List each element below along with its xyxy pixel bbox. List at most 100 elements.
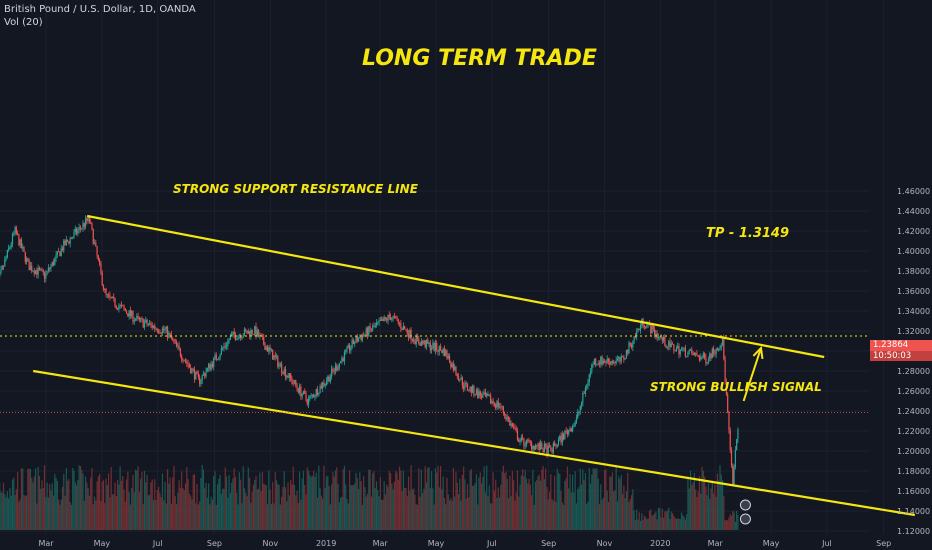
volume-bar xyxy=(577,489,579,530)
candle-body xyxy=(595,358,597,365)
volume-bar xyxy=(75,485,78,530)
y-axis[interactable]: 1.12000 1.14000 1.16000 1.18000 1.20000 1.220… xyxy=(897,187,930,536)
volume-bar xyxy=(660,517,662,530)
volume-bar xyxy=(473,485,475,530)
candle-body xyxy=(43,272,46,279)
volume-bar xyxy=(634,520,636,530)
candle-body xyxy=(314,395,316,398)
x-axis[interactable]: Mar May Jul Sep Nov 2019 Mar May Jul Sep Nov 2020 Ma… xyxy=(38,539,932,548)
volume-bar xyxy=(237,504,239,530)
candle-body xyxy=(652,325,654,330)
candle-body xyxy=(429,342,431,350)
candle-body xyxy=(23,247,25,252)
volume-bar xyxy=(393,481,396,530)
volume-bar xyxy=(220,493,223,530)
volume-bar xyxy=(554,475,556,530)
x-tick-label: Sep xyxy=(207,539,222,548)
candle-body xyxy=(279,363,281,365)
volume-bar xyxy=(123,489,125,530)
volume-bar xyxy=(175,504,178,530)
x-tick-label: Sep xyxy=(876,539,891,548)
candle-body xyxy=(450,362,452,368)
candle-body xyxy=(548,445,551,448)
candle-body xyxy=(82,223,84,229)
volume-bar xyxy=(605,469,607,530)
volume-bar xyxy=(506,478,508,530)
candle-body xyxy=(389,317,392,320)
volume-bar xyxy=(319,488,321,530)
volume-bar xyxy=(331,484,333,530)
candle-body xyxy=(407,333,410,338)
volume-bar xyxy=(489,503,492,530)
volume-bar xyxy=(650,509,652,530)
candle-body xyxy=(579,406,581,412)
candle-body xyxy=(438,346,440,352)
volume-bar xyxy=(655,511,657,530)
candle-body xyxy=(586,386,588,388)
candle-body xyxy=(146,320,148,325)
candle-body xyxy=(707,359,710,363)
candle-body xyxy=(138,317,140,320)
volume-bar xyxy=(573,492,575,530)
candle-body xyxy=(220,348,223,355)
candle-body xyxy=(584,387,587,394)
volume-bar xyxy=(714,484,716,530)
volume-bar xyxy=(84,476,87,530)
candle-body xyxy=(413,339,415,341)
volume-bar xyxy=(707,483,710,530)
candle-body xyxy=(533,445,535,450)
volume-bar xyxy=(532,469,534,530)
volume-bar xyxy=(193,474,196,530)
candle-body xyxy=(451,363,453,368)
volume-bar xyxy=(10,495,12,530)
candle-body xyxy=(184,360,187,362)
volume-bar xyxy=(398,466,401,530)
symbol-label[interactable]: British Pound / U.S. Dollar, 1D, OANDA xyxy=(4,4,196,15)
candle-body xyxy=(736,439,738,451)
y-tick-label: 1.26000 xyxy=(897,387,930,396)
volume-bar xyxy=(664,511,666,530)
x-tick-label: May xyxy=(428,539,445,548)
volume-bar xyxy=(154,479,156,530)
candle-body xyxy=(238,335,240,337)
candle-body xyxy=(193,369,196,380)
volume-bar xyxy=(541,469,543,530)
candle-body xyxy=(364,333,366,336)
volume-bar xyxy=(333,476,335,530)
volume-bar xyxy=(4,494,6,530)
candle-body xyxy=(679,350,681,355)
candle-body xyxy=(459,379,461,381)
candle-body xyxy=(118,306,120,310)
candle-body xyxy=(683,347,685,349)
candle-body xyxy=(11,234,14,244)
candle-body xyxy=(646,324,648,328)
candle-body xyxy=(370,329,372,331)
volume-bar xyxy=(246,496,248,530)
candle-body xyxy=(596,364,598,366)
candle-body xyxy=(228,339,230,341)
candle-body xyxy=(464,382,466,389)
volume-bar xyxy=(364,487,366,530)
volume-bar xyxy=(99,473,101,530)
volume-bar xyxy=(334,470,337,530)
volume-bar xyxy=(466,484,469,530)
grid xyxy=(0,0,885,534)
volume-bar xyxy=(524,469,526,530)
candle-body xyxy=(728,411,730,431)
candle-body xyxy=(732,465,734,485)
candle-body xyxy=(296,385,298,389)
volume-bar xyxy=(381,499,383,530)
candle-body xyxy=(411,339,413,341)
volume-bar xyxy=(351,485,353,530)
volume-label[interactable]: Vol (20) xyxy=(4,17,43,28)
volume-bar xyxy=(418,468,420,530)
volume-bar xyxy=(501,471,503,530)
volume-bar xyxy=(439,465,442,530)
volume-bar xyxy=(210,496,212,530)
candle-body xyxy=(141,318,143,320)
volume-bar xyxy=(38,475,41,530)
volume-bar xyxy=(92,504,94,530)
volume-bar xyxy=(42,488,44,530)
candle-body xyxy=(592,364,594,366)
